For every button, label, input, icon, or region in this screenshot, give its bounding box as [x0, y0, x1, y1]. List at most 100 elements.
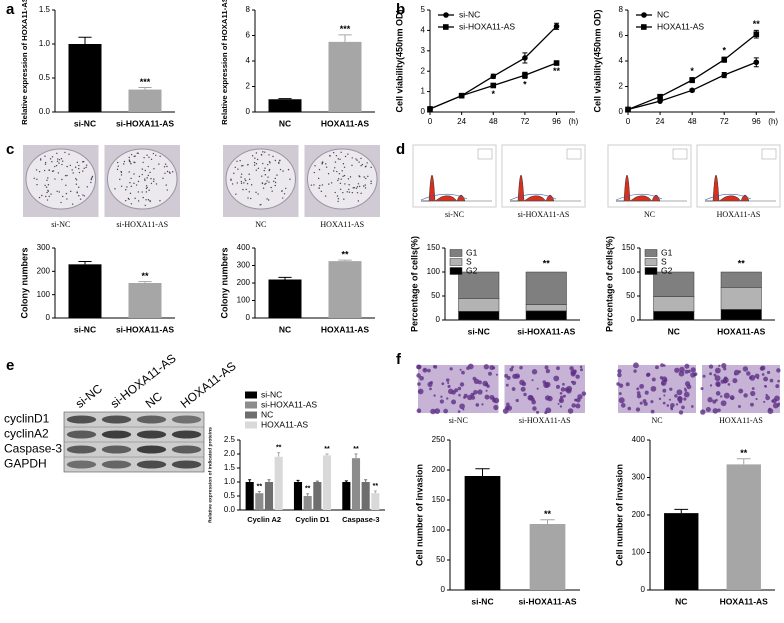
- cell: [763, 376, 769, 382]
- cell: [651, 377, 656, 382]
- colony: [129, 181, 131, 184]
- cell: [536, 410, 540, 414]
- cell: [567, 408, 574, 414]
- cell: [532, 406, 537, 411]
- y-tick-label: 50: [626, 291, 635, 300]
- bar: [313, 482, 322, 510]
- colony: [141, 191, 143, 193]
- cell: [708, 364, 714, 369]
- cell: [454, 388, 459, 393]
- colony: [357, 183, 360, 185]
- cell: [430, 408, 436, 415]
- error-bar: [296, 479, 300, 482]
- cell: [427, 368, 431, 373]
- band: [136, 430, 167, 439]
- colony: [137, 191, 140, 193]
- x-tick-label: si-NC: [468, 326, 490, 336]
- cell: [620, 403, 626, 408]
- colony: [61, 163, 63, 166]
- cell: [419, 375, 424, 381]
- cell: [481, 403, 484, 406]
- cell: [750, 390, 756, 397]
- colony: [325, 163, 327, 165]
- colony: [86, 186, 88, 188]
- bar: [361, 482, 370, 510]
- cell: [709, 384, 713, 387]
- y-tick-label: 4: [246, 56, 251, 65]
- colony: [51, 156, 54, 158]
- colony: [352, 187, 354, 189]
- significance: **: [276, 444, 282, 451]
- colony: [137, 152, 139, 154]
- colony: [164, 172, 166, 175]
- colony: [55, 164, 58, 167]
- cell: [720, 400, 727, 407]
- legend-swatch: [245, 401, 257, 409]
- marker: [490, 73, 497, 80]
- legend-swatch: [245, 421, 257, 429]
- colony: [342, 175, 344, 178]
- bar: [371, 493, 380, 510]
- colony: [357, 200, 360, 202]
- colony: [71, 203, 74, 205]
- colony: [147, 165, 149, 168]
- colony: [346, 191, 348, 193]
- cell: [678, 399, 683, 404]
- colony: [44, 155, 46, 157]
- cell: [470, 392, 475, 397]
- cell: [616, 382, 621, 386]
- error-bar: [338, 34, 352, 42]
- cell: [434, 408, 441, 414]
- colony: [257, 193, 259, 195]
- y-tick-label: 400: [632, 435, 646, 444]
- colony: [138, 175, 141, 178]
- colony: [289, 178, 291, 180]
- colony: [241, 165, 243, 167]
- image-label: NC: [644, 210, 655, 219]
- marker: [625, 106, 631, 113]
- cell: [723, 392, 730, 399]
- colony: [130, 153, 133, 156]
- cell: [575, 399, 578, 402]
- cell: [670, 408, 674, 411]
- cell: [743, 393, 748, 398]
- significance: **: [141, 271, 149, 281]
- colony: [119, 178, 121, 181]
- colony: [343, 174, 346, 177]
- colony: [247, 197, 249, 199]
- flow-fit: [704, 193, 752, 201]
- colony: [318, 168, 321, 171]
- bar: [303, 496, 312, 510]
- bar-segment: [525, 271, 567, 305]
- cell: [515, 398, 519, 403]
- error-bar: [736, 458, 751, 465]
- bar: [351, 458, 361, 510]
- y-tick-label: 150: [432, 495, 446, 504]
- cell: [675, 403, 679, 406]
- colony: [66, 174, 68, 177]
- cell: [562, 394, 566, 398]
- y-tick-label: 100: [427, 267, 441, 276]
- colony: [235, 193, 237, 195]
- y-tick-label: 300: [237, 261, 251, 270]
- colony: [48, 169, 51, 171]
- legend-swatch: [245, 411, 257, 419]
- cell: [662, 401, 666, 405]
- y-axis-label: Cell number of invasion: [614, 464, 624, 566]
- legend-label: S: [661, 256, 667, 266]
- colony: [367, 175, 369, 178]
- colony: [255, 152, 258, 154]
- cell: [684, 381, 691, 387]
- cell: [658, 397, 662, 401]
- colony: [348, 184, 350, 186]
- image-label: si-NC: [51, 220, 70, 229]
- y-tick-label: 150: [622, 243, 636, 252]
- colony: [61, 195, 64, 198]
- colony: [152, 152, 155, 155]
- band: [101, 430, 132, 439]
- cell: [714, 375, 721, 382]
- y-axis-label: Cell viability(450nm OD): [394, 9, 404, 112]
- y-tick-label: 100: [622, 267, 636, 276]
- colony: [358, 161, 360, 163]
